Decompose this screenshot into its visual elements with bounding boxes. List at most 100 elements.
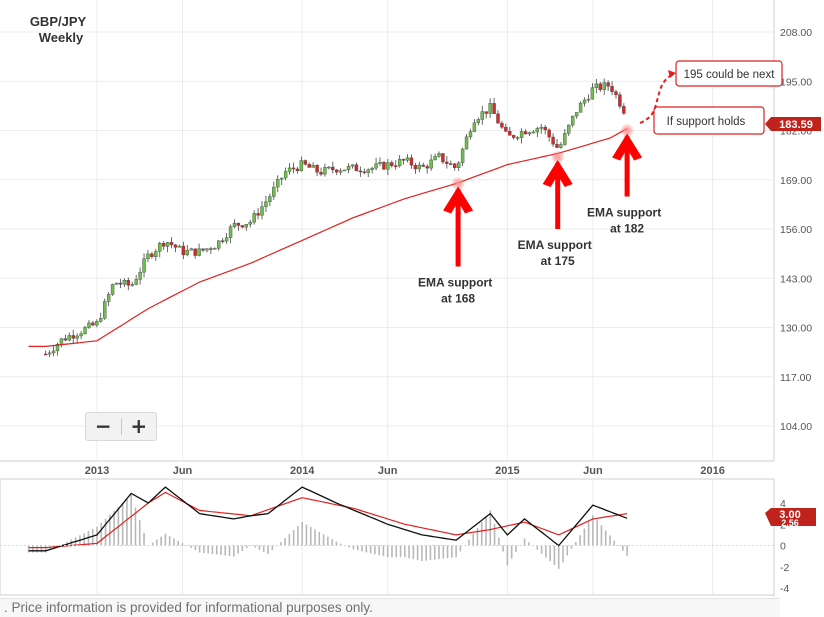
candle-body bbox=[264, 201, 268, 207]
candle-body bbox=[240, 225, 245, 228]
histogram-bar bbox=[121, 502, 124, 546]
histogram-bar bbox=[451, 545, 453, 558]
support-point-glow bbox=[620, 123, 635, 138]
histogram-bar bbox=[399, 545, 402, 558]
candle-body bbox=[578, 102, 583, 113]
zoom-out-button[interactable]: − bbox=[86, 413, 121, 440]
chart-subtitle: Weekly bbox=[39, 30, 84, 45]
candle-body bbox=[205, 248, 209, 251]
histogram-bar bbox=[566, 545, 569, 556]
candle-body bbox=[460, 148, 465, 163]
histogram-bar bbox=[151, 542, 154, 546]
y-tick-label: 156.00 bbox=[780, 224, 812, 236]
candle-body bbox=[106, 294, 111, 302]
histogram-bar bbox=[262, 545, 265, 552]
projection-arrowhead bbox=[668, 70, 676, 78]
candle-body bbox=[138, 271, 142, 280]
x-tick-label: Jun bbox=[173, 465, 193, 477]
candle-body bbox=[602, 82, 606, 90]
histogram-bar bbox=[527, 542, 530, 546]
candle-body bbox=[197, 248, 201, 256]
candle-body bbox=[67, 335, 71, 341]
histogram-bar bbox=[190, 545, 192, 548]
histogram-bar bbox=[156, 539, 158, 546]
histogram-bar bbox=[314, 529, 316, 546]
candle-body bbox=[508, 131, 512, 136]
zoom-divider bbox=[120, 418, 122, 435]
histogram-bar bbox=[173, 538, 175, 546]
histogram-bar bbox=[322, 534, 325, 546]
candle-body bbox=[51, 350, 56, 354]
macd-line bbox=[28, 486, 628, 552]
candle-body bbox=[397, 159, 402, 167]
histogram-bar bbox=[604, 530, 607, 546]
candle-body bbox=[130, 284, 134, 286]
histogram-bar bbox=[27, 545, 30, 553]
indicator-plot-area[interactable] bbox=[0, 478, 775, 596]
histogram-bar bbox=[44, 545, 47, 553]
zoom-in-button[interactable]: + bbox=[122, 413, 157, 440]
candle-body bbox=[551, 136, 555, 145]
candle-body bbox=[358, 170, 363, 173]
candle-body bbox=[268, 196, 272, 202]
candle-body bbox=[83, 327, 87, 334]
indicator-last-value: 3.00 bbox=[779, 509, 800, 521]
candle-body bbox=[79, 333, 83, 337]
candle-body bbox=[87, 322, 91, 328]
annotation-line1: EMA support bbox=[518, 238, 592, 252]
histogram-bar bbox=[96, 526, 98, 546]
histogram-bar bbox=[168, 536, 171, 546]
chart-title: GBP/JPY bbox=[30, 14, 87, 29]
candle-body bbox=[209, 248, 213, 250]
histogram-bar bbox=[224, 545, 227, 556]
candle-body bbox=[338, 170, 343, 173]
indicator-tick-label: -4 bbox=[780, 583, 789, 595]
indicator-hidden-value: 2.56 bbox=[781, 518, 799, 528]
histogram-bar bbox=[587, 521, 590, 546]
last-price-value: 183.59 bbox=[779, 119, 813, 131]
x-tick-label: 2016 bbox=[700, 465, 724, 477]
y-tick-label: 143.00 bbox=[780, 273, 812, 285]
histogram-bar bbox=[198, 545, 201, 553]
annotation-line2: at 182 bbox=[610, 222, 644, 236]
histogram-bar bbox=[271, 545, 274, 551]
candle-body bbox=[213, 248, 217, 250]
candle-body bbox=[311, 165, 315, 168]
candle-body bbox=[582, 99, 587, 104]
callout-195: 195 could be next bbox=[675, 60, 783, 87]
histogram-bar bbox=[284, 538, 286, 546]
candle-body bbox=[535, 128, 540, 133]
histogram-bar bbox=[480, 522, 483, 546]
ema-support-annotation: EMA support at 175 bbox=[518, 150, 592, 268]
candle-body bbox=[217, 240, 221, 249]
histogram-bar bbox=[36, 545, 38, 553]
candle-body bbox=[118, 282, 123, 285]
candle-body bbox=[622, 106, 626, 114]
histogram-bar bbox=[245, 545, 248, 549]
candle-body bbox=[224, 237, 229, 242]
candle-body bbox=[492, 103, 496, 114]
histogram-bar bbox=[442, 545, 445, 559]
candle-body bbox=[453, 163, 457, 169]
annotation-line1: EMA support bbox=[587, 206, 661, 220]
histogram-bar bbox=[339, 543, 342, 546]
candle-body bbox=[150, 253, 154, 257]
histogram-bar bbox=[523, 538, 526, 546]
candle-body bbox=[543, 126, 547, 131]
candle-body bbox=[134, 279, 138, 285]
histogram-bar bbox=[472, 533, 474, 546]
main-plot-area[interactable] bbox=[0, 0, 774, 461]
candle-body bbox=[567, 124, 571, 134]
candle-body bbox=[165, 242, 170, 247]
candle-body bbox=[598, 83, 602, 90]
candle-body bbox=[417, 164, 422, 170]
candle-body bbox=[173, 244, 178, 248]
candle-body bbox=[374, 163, 378, 169]
histogram-bar bbox=[301, 522, 303, 546]
candle-body bbox=[441, 153, 445, 163]
candle-body bbox=[563, 133, 567, 145]
histogram-bar bbox=[579, 535, 581, 546]
candle-body bbox=[590, 87, 595, 100]
candle-body bbox=[244, 224, 248, 228]
candle-body bbox=[409, 157, 414, 166]
